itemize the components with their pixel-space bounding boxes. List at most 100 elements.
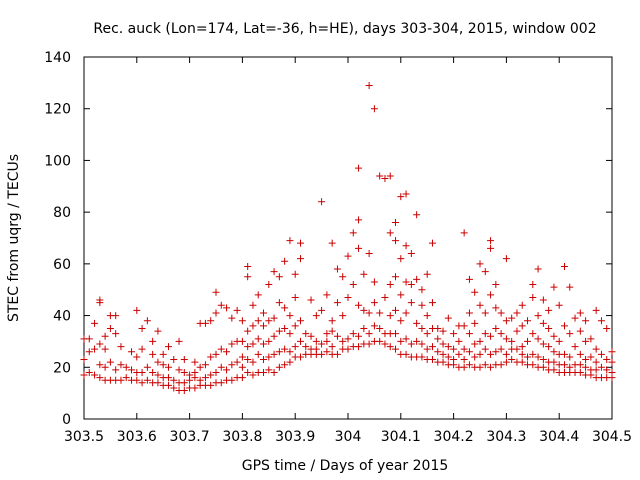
data-point xyxy=(460,229,468,237)
data-point xyxy=(502,317,510,325)
data-point xyxy=(592,366,600,374)
data-point xyxy=(164,381,172,389)
data-point xyxy=(360,270,368,278)
data-point xyxy=(106,325,114,332)
data-point xyxy=(439,327,447,335)
data-point xyxy=(138,345,146,353)
y-axis-label: STEC from uqrg / TECUs xyxy=(6,154,22,322)
data-point xyxy=(423,270,431,278)
data-point xyxy=(529,330,537,338)
data-point xyxy=(207,371,215,379)
data-point xyxy=(407,281,415,289)
data-point xyxy=(492,281,500,289)
data-point xyxy=(328,317,336,325)
data-point xyxy=(170,356,178,364)
data-point xyxy=(608,358,616,366)
data-point xyxy=(91,345,99,353)
data-point xyxy=(386,229,394,237)
data-point xyxy=(133,376,141,384)
y-tick-label: 140 xyxy=(44,50,71,66)
data-point xyxy=(545,325,553,332)
data-point xyxy=(550,358,558,366)
data-point xyxy=(170,384,178,392)
data-point xyxy=(333,265,341,273)
data-point xyxy=(407,340,415,348)
data-point xyxy=(476,260,484,268)
data-point xyxy=(370,105,378,113)
data-point xyxy=(138,325,146,332)
data-point xyxy=(428,239,436,247)
data-point xyxy=(428,356,436,364)
data-point xyxy=(249,358,257,366)
data-point xyxy=(450,345,458,353)
data-point xyxy=(154,379,162,387)
data-point xyxy=(524,353,532,361)
data-point xyxy=(355,343,363,351)
data-point xyxy=(529,293,537,301)
data-point xyxy=(260,356,268,364)
data-point xyxy=(270,332,278,340)
x-tick-label: 303.6 xyxy=(117,429,157,445)
x-tick-label: 304.2 xyxy=(434,429,474,445)
data-point xyxy=(96,374,104,382)
data-point xyxy=(603,325,611,332)
y-tick-label: 100 xyxy=(44,153,71,169)
data-point xyxy=(513,309,521,317)
data-point xyxy=(201,319,209,327)
data-point xyxy=(286,330,294,338)
data-point xyxy=(487,332,495,340)
data-point xyxy=(386,312,394,320)
data-point xyxy=(603,366,611,374)
data-point xyxy=(138,379,146,387)
x-tick-label: 303.8 xyxy=(222,429,262,445)
data-point xyxy=(275,348,283,356)
data-point xyxy=(555,337,563,345)
data-point xyxy=(465,309,473,317)
data-point xyxy=(365,340,373,348)
data-point xyxy=(497,361,505,369)
data-point xyxy=(492,348,500,356)
data-point xyxy=(117,361,125,369)
data-point xyxy=(587,353,595,361)
data-point xyxy=(260,322,268,330)
data-point xyxy=(566,353,574,361)
data-point xyxy=(534,312,542,320)
data-point xyxy=(122,374,130,382)
data-point xyxy=(518,358,526,366)
data-point xyxy=(212,288,220,296)
data-point xyxy=(333,332,341,340)
data-point xyxy=(238,337,246,345)
data-point xyxy=(365,309,373,317)
data-point xyxy=(312,345,320,353)
data-point xyxy=(296,255,304,263)
data-point xyxy=(333,299,341,307)
data-point xyxy=(265,353,273,361)
data-point xyxy=(296,353,304,361)
data-point xyxy=(576,368,584,376)
data-point xyxy=(545,343,553,351)
data-point xyxy=(481,345,489,353)
data-point xyxy=(339,312,347,320)
data-point xyxy=(539,296,547,304)
data-point xyxy=(444,314,452,322)
data-point xyxy=(355,216,363,224)
data-point xyxy=(381,175,389,183)
data-point xyxy=(518,301,526,309)
x-tick-label: 304.3 xyxy=(486,429,526,445)
data-point xyxy=(191,358,199,366)
data-point xyxy=(545,306,553,314)
data-point xyxy=(323,348,331,356)
data-point xyxy=(281,361,289,369)
data-point xyxy=(175,366,183,374)
data-point xyxy=(238,363,246,371)
data-point xyxy=(143,317,151,325)
data-point xyxy=(587,335,595,343)
data-point xyxy=(402,278,410,286)
data-point xyxy=(365,330,373,338)
data-point xyxy=(418,301,426,309)
data-point xyxy=(249,322,257,330)
data-point xyxy=(413,337,421,345)
data-point xyxy=(254,291,262,299)
data-point xyxy=(223,348,231,356)
